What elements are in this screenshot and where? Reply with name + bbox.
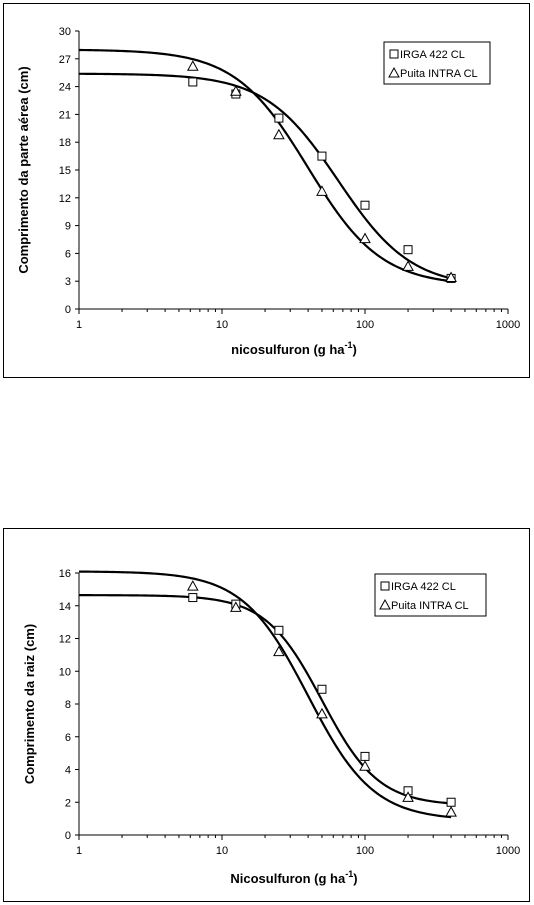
legend-square-icon	[380, 581, 390, 591]
x-tick-label: 10	[216, 845, 228, 857]
x-axis-title: Nicosulfuron (g ha-1)	[230, 869, 357, 886]
x-tick-label: 10	[216, 319, 228, 331]
data-point-triangle	[316, 185, 328, 196]
y-tick-label: 3	[65, 276, 71, 288]
legend-box	[374, 573, 487, 617]
y-tick-label: 4	[65, 765, 71, 777]
data-point-triangle	[316, 707, 328, 719]
y-tick-label: 27	[59, 54, 71, 66]
data-point-square	[274, 625, 284, 635]
y-tick-label: 6	[65, 732, 71, 744]
legend-square-icon	[389, 49, 399, 59]
legend-box	[383, 41, 491, 85]
x-axis-title-main: Nicosulfuron (g ha	[230, 871, 346, 886]
data-point-triangle	[359, 760, 371, 771]
legend-triangle-icon	[379, 598, 391, 610]
data-point-triangle	[273, 128, 285, 140]
data-point-triangle	[186, 60, 199, 71]
series-1-curve	[78, 594, 452, 805]
y-tick-label: 30	[59, 26, 71, 38]
y-tick-label: 12	[59, 634, 71, 646]
data-point-square	[317, 684, 327, 694]
legend: IRGA 422 CL Puita INTRA CL	[383, 41, 491, 85]
y-tick-label: 21	[59, 109, 71, 121]
x-tick-label: 100	[356, 319, 374, 331]
y-tick-label: 10	[59, 666, 71, 678]
legend: IRGA 422 CL Puita INTRA CL	[374, 573, 487, 617]
series-2-curve	[78, 570, 452, 819]
x-axis-title-tail: )	[353, 871, 357, 886]
data-point-square	[317, 151, 327, 161]
x-axis-title: nicosulfuron (g ha-1)	[231, 340, 357, 357]
y-tick-label: 6	[65, 248, 71, 260]
data-point-triangle	[402, 791, 414, 802]
y-tick-label: 18	[59, 137, 71, 149]
data-point-triangle	[359, 232, 371, 244]
y-tick-label: 12	[59, 193, 71, 205]
x-axis-title-sup: -1	[345, 340, 353, 350]
data-point-triangle	[230, 85, 242, 96]
data-point-square	[360, 751, 370, 761]
data-point-triangle	[230, 601, 242, 612]
data-point-triangle	[273, 645, 285, 657]
y-tick-label: 14	[59, 601, 71, 613]
x-axis-title-main: nicosulfuron (g ha	[231, 342, 345, 357]
chart-2: 0 2 4 6 8 10 12 14 16 1 10 100 1000 Comprimento da ra…	[22, 568, 520, 886]
data-point-square	[188, 77, 198, 87]
y-axis-title: Comprimento da raiz (cm)	[22, 624, 37, 784]
x-tick-label: 1	[76, 845, 82, 857]
y-tick-label: 16	[59, 568, 71, 580]
y-axis-title: Comprimento da parte aérea (cm)	[16, 66, 31, 273]
data-point-square	[188, 593, 198, 603]
x-tick-label: 1	[76, 319, 82, 331]
data-point-square	[446, 797, 456, 807]
series-2-curve	[78, 48, 452, 283]
y-tick-label: 0	[65, 830, 71, 842]
data-point-square	[403, 245, 413, 255]
y-tick-label: 15	[59, 165, 71, 177]
x-axis-title-tail: )	[353, 342, 357, 357]
data-point-square	[274, 113, 284, 123]
x-tick-label: 1000	[496, 319, 520, 331]
y-tick-label: 2	[65, 797, 71, 809]
data-point-triangle	[402, 260, 414, 271]
legend-label: IRGA 422 CL	[400, 49, 465, 61]
legend-label: Puita INTRA CL	[391, 600, 469, 612]
y-tick-label: 0	[65, 304, 71, 316]
y-tick-label: 8	[65, 699, 71, 711]
x-tick-label: 1000	[496, 845, 520, 857]
legend-label: Puita INTRA CL	[400, 68, 478, 80]
data-point-triangle	[445, 271, 457, 282]
legend-triangle-icon	[388, 66, 400, 78]
legend-label: IRGA 422 CL	[391, 581, 456, 593]
x-axis-title-sup: -1	[345, 869, 353, 879]
data-point-square	[360, 200, 370, 210]
series-1-curve	[78, 72, 452, 280]
x-tick-label: 100	[356, 845, 374, 857]
data-point-triangle	[186, 580, 199, 591]
y-tick-label: 24	[59, 82, 71, 94]
chart-1: 0 3 6 9 12 15 18 21 24 27 30 1 10 100 1000 Comprimento …	[16, 26, 520, 357]
data-point-triangle	[445, 806, 457, 817]
y-tick-label: 9	[65, 221, 71, 233]
